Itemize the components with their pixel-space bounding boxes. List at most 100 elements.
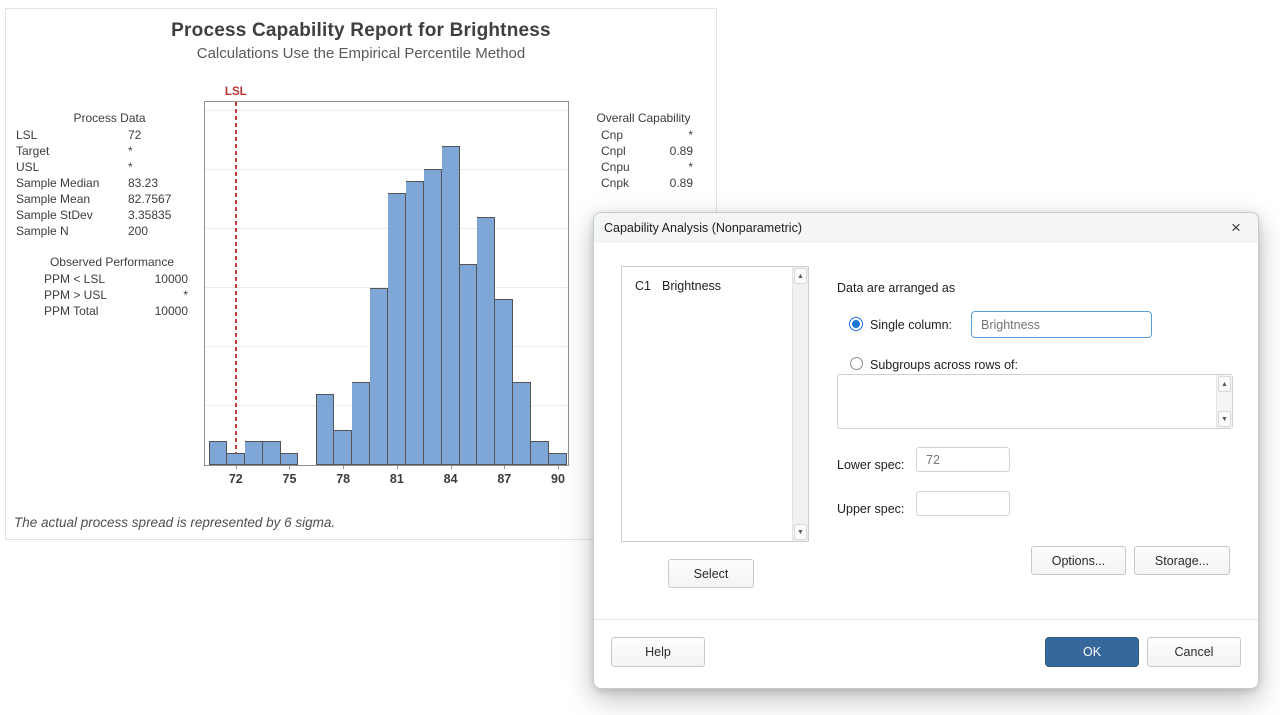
subgroups-radio[interactable] [850,357,863,370]
x-tick-label: 78 [336,472,351,486]
gridline [205,168,568,170]
close-icon[interactable]: × [1231,218,1241,237]
upper-spec-label: Upper spec: [837,502,905,516]
stat-value: 10000 [154,304,188,318]
scroll-up-icon[interactable]: ▲ [794,268,807,284]
stat-label: Cnpl [601,144,626,158]
histogram-bar [477,217,495,465]
observed-performance-rows: PPM < LSL 10000 PPM > USL * PPM Total 10000 [36,271,188,319]
columns-listbox[interactable]: C1 Brightness ▲ ▼ [621,266,809,542]
plot-area: LSL 72 75 78 81 84 87 90 [204,86,569,486]
subgroups-label: Subgroups across rows of: [870,358,1018,372]
stat-value: 72 [128,128,142,142]
x-tick-mark [557,465,559,469]
histogram-bar [245,441,263,465]
scroll-down-icon[interactable]: ▼ [794,524,807,540]
listbox-scrollbar[interactable]: ▲ ▼ [792,267,808,541]
x-tick-label: 87 [497,472,512,486]
capability-analysis-dialog: Capability Analysis (Nonparametric) × C1… [593,212,1259,689]
stat-label: Cnpu [601,160,630,174]
storage-button[interactable]: Storage... [1134,546,1230,575]
observed-performance-title: Observed Performance [49,255,175,269]
histogram-bar [370,288,388,465]
stat-label: Cnpk [601,176,630,190]
stat-label: Cnp [601,128,624,142]
stat-label: Sample Median [16,176,100,190]
x-tick-label: 84 [443,472,458,486]
overall-capability-panel: Overall Capability Cnp * Cnpl 0.89 Cnpu * Cnpk… [594,110,693,191]
histogram-bar [281,453,298,465]
x-tick-mark [343,465,345,469]
scroll-down-icon[interactable]: ▼ [1218,411,1231,427]
stat-label: Sample N [16,224,69,238]
stat-row: Sample N 200 [16,223,191,239]
dialog-titlebar[interactable]: Capability Analysis (Nonparametric) × [594,213,1258,243]
report-subtitle: Calculations Use the Empirical Percentil… [196,45,526,62]
subgroups-scrollbar[interactable]: ▲ ▼ [1216,375,1232,428]
stat-row: Sample StDev 3.35835 [16,207,191,223]
histogram-bar [352,382,370,465]
histogram-bar [263,441,281,465]
column-name: Brightness [661,279,722,293]
stat-row: Target * [16,143,191,159]
x-tick-label: 72 [228,472,243,486]
stat-value: 83.23 [128,176,159,190]
histogram-bar [495,299,513,465]
lsl-line [234,102,237,465]
column-id: C1 [635,279,651,293]
overall-capability-rows: Cnp * Cnpl 0.89 Cnpu * Cnpk 0.89 [594,127,693,191]
single-column-radio[interactable] [849,317,863,331]
gridline [205,287,568,289]
stat-value: * [183,288,188,302]
report-footnote: The actual process spread is represented… [14,515,336,530]
lower-spec-input[interactable] [916,447,1010,472]
process-data-panel: Process Data LSL 72 Target * USL * Sample Medi… [16,110,191,239]
stat-row: LSL 72 [16,127,191,143]
histogram-bar [316,394,334,465]
histogram-bar [388,193,406,465]
column-list-item[interactable]: C1 Brightness [622,267,808,293]
stat-label: PPM > USL [44,288,108,302]
stat-label: Sample Mean [16,192,91,206]
x-tick-label: 81 [389,472,404,486]
ok-button[interactable]: OK [1045,637,1139,667]
stat-value: 200 [128,224,149,238]
stat-label: LSL [16,128,38,142]
select-button[interactable]: Select [668,559,754,588]
stat-label: Sample StDev [16,208,93,222]
process-data-title: Process Data [73,111,146,125]
stat-row: Sample Median 83.23 [16,175,191,191]
histogram-bar [227,453,245,465]
stat-row: USL * [16,159,191,175]
overall-capability-title: Overall Capability [596,111,691,125]
columns-list-items: C1 Brightness [622,267,808,293]
options-button[interactable]: Options... [1031,546,1126,575]
stat-row: Cnpk 0.89 [594,175,693,191]
observed-performance-panel: Observed Performance PPM < LSL 10000 PPM >… [36,254,188,319]
x-tick-mark [235,465,237,469]
stat-label: Target [16,144,50,158]
process-data-rows: LSL 72 Target * USL * Sample Median 83.23 Sample… [16,127,191,239]
histogram-bar [513,382,531,465]
histogram-bar [531,441,549,465]
subgroups-input[interactable]: ▲ ▼ [837,374,1233,429]
stat-label: PPM < LSL [44,272,106,286]
help-button[interactable]: Help [611,637,705,667]
scroll-up-icon[interactable]: ▲ [1218,376,1231,392]
histogram-bar [424,169,442,465]
lsl-label: LSL [224,86,247,98]
stat-value: * [688,128,693,142]
single-column-label: Single column: [870,318,952,332]
cancel-button[interactable]: Cancel [1147,637,1241,667]
stat-row: Cnpu * [594,159,693,175]
x-tick-mark [504,465,506,469]
stat-value: * [128,144,133,158]
histogram-bar [549,453,567,465]
stat-row: Sample Mean 82.7567 [16,191,191,207]
histogram-bar [460,264,477,465]
stat-value: 0.89 [669,144,693,158]
x-tick-mark [289,465,291,469]
upper-spec-input[interactable] [916,491,1010,516]
histogram-bar [406,181,424,465]
single-column-input[interactable] [971,311,1152,338]
